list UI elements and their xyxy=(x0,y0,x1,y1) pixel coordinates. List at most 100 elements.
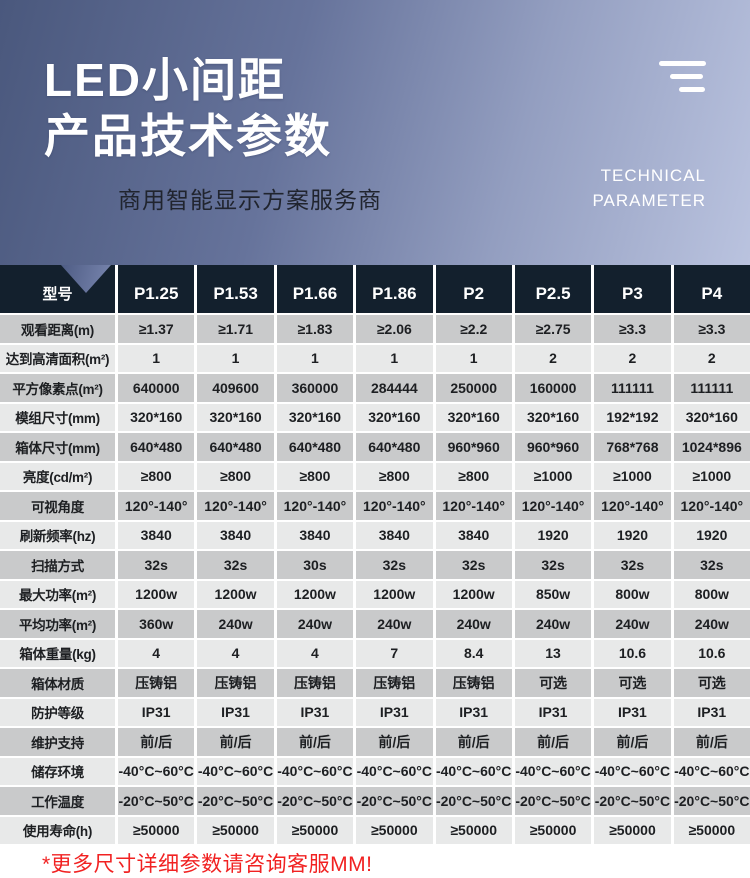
cell-value: 768*768 xyxy=(594,433,671,461)
cell-value: 640*480 xyxy=(356,433,433,461)
cell-value: -20°C~50°C xyxy=(118,787,195,815)
cell-value: 192*192 xyxy=(594,403,671,431)
cell-value: ≥3.3 xyxy=(594,315,671,343)
cell-value: 32s xyxy=(356,551,433,579)
row-label: 工作温度 xyxy=(0,787,115,815)
cell-value: 320*160 xyxy=(673,403,750,431)
cell-value: 1920 xyxy=(514,521,592,549)
cell-value: IP31 xyxy=(594,698,671,726)
cell-value: 压铸铝 xyxy=(435,669,512,697)
cell-value: 前/后 xyxy=(118,728,195,756)
cell-value: ≥50000 xyxy=(435,816,512,844)
cell-value: 可选 xyxy=(594,669,671,697)
cell-value: 160000 xyxy=(514,374,592,402)
cell-value: 前/后 xyxy=(514,728,592,756)
cell-value: 284444 xyxy=(356,374,433,402)
cell-value: 1200w xyxy=(276,580,354,608)
cell-value: 1200w xyxy=(356,580,433,608)
cell-value: ≥3.3 xyxy=(673,315,750,343)
cell-value: 32s xyxy=(118,551,195,579)
cell-value: 240w xyxy=(276,610,354,638)
cell-value: ≥50000 xyxy=(356,816,433,844)
cell-value: 120°-140° xyxy=(594,492,671,520)
cell-value: 前/后 xyxy=(435,728,512,756)
cell-value: ≥50000 xyxy=(514,816,592,844)
cell-value: 111111 xyxy=(673,374,750,402)
cell-value: 32s xyxy=(673,551,750,579)
cell-value: 压铸铝 xyxy=(118,669,195,697)
cell-value: IP31 xyxy=(197,698,274,726)
cell-value: 30s xyxy=(276,551,354,579)
cell-value: 1 xyxy=(356,344,433,372)
cell-value: 800w xyxy=(673,580,750,608)
cell-value: ≥1000 xyxy=(594,462,671,490)
cell-value: 120°-140° xyxy=(673,492,750,520)
hero-banner: LED小间距 产品技术参数 商用智能显示方案服务商 TECHNICAL PARA… xyxy=(0,0,750,265)
cell-value: IP31 xyxy=(435,698,512,726)
tagline-line1: TECHNICAL xyxy=(600,166,706,185)
cell-value: 2 xyxy=(594,344,671,372)
cell-value: 1 xyxy=(276,344,354,372)
cell-value: 10.6 xyxy=(594,639,671,667)
cell-value: 120°-140° xyxy=(118,492,195,520)
column-header-7: P4 xyxy=(673,265,750,313)
cell-value: 640000 xyxy=(118,374,195,402)
cell-value: 409600 xyxy=(197,374,274,402)
cell-value: 压铸铝 xyxy=(276,669,354,697)
cell-value: -40°C~60°C xyxy=(197,757,274,785)
cell-value: 压铸铝 xyxy=(356,669,433,697)
cell-value: 1 xyxy=(118,344,195,372)
cell-value: ≥2.75 xyxy=(514,315,592,343)
page-title: LED小间距 产品技术参数 xyxy=(44,52,332,164)
cell-value: 320*160 xyxy=(514,403,592,431)
cell-value: 前/后 xyxy=(197,728,274,756)
cell-value: -40°C~60°C xyxy=(673,757,750,785)
cell-value: -20°C~50°C xyxy=(673,787,750,815)
cell-value: 32s xyxy=(435,551,512,579)
cell-value: -20°C~50°C xyxy=(594,787,671,815)
row-label: 储存环境 xyxy=(0,757,115,785)
cell-value: 8.4 xyxy=(435,639,512,667)
column-header-2: P1.66 xyxy=(276,265,354,313)
row-label: 扫描方式 xyxy=(0,551,115,579)
cell-value: ≥800 xyxy=(276,462,354,490)
row-label: 刷新频率(hz) xyxy=(0,521,115,549)
cell-value: 800w xyxy=(594,580,671,608)
cell-value: -20°C~50°C xyxy=(435,787,512,815)
cell-value: -20°C~50°C xyxy=(356,787,433,815)
cell-value: 4 xyxy=(276,639,354,667)
cell-value: ≥50000 xyxy=(673,816,750,844)
column-header-0: P1.25 xyxy=(118,265,195,313)
row-label: 最大功率(m²) xyxy=(0,580,115,608)
cell-value: 前/后 xyxy=(276,728,354,756)
cell-value: 3840 xyxy=(435,521,512,549)
cell-value: ≥50000 xyxy=(197,816,274,844)
cell-value: 3840 xyxy=(356,521,433,549)
cell-value: 120°-140° xyxy=(197,492,274,520)
hero-subtitle: 商用智能显示方案服务商 xyxy=(118,187,382,213)
row-label: 使用寿命(h) xyxy=(0,816,115,844)
cell-value: 240w xyxy=(435,610,512,638)
cell-value: ≥800 xyxy=(118,462,195,490)
row-label: 维护支持 xyxy=(0,728,115,756)
tagline: TECHNICAL PARAMETER xyxy=(592,163,706,213)
page-title-line1: LED小间距 xyxy=(44,54,286,106)
cell-value: 850w xyxy=(514,580,592,608)
cell-value: 32s xyxy=(594,551,671,579)
column-header-6: P3 xyxy=(594,265,671,313)
cell-value: 3840 xyxy=(276,521,354,549)
cell-value: 4 xyxy=(197,639,274,667)
cell-value: 240w xyxy=(673,610,750,638)
cell-value: 250000 xyxy=(435,374,512,402)
row-label: 箱体尺寸(mm) xyxy=(0,433,115,461)
cell-value: ≥800 xyxy=(197,462,274,490)
cell-value: 320*160 xyxy=(435,403,512,431)
cell-value: ≥1.37 xyxy=(118,315,195,343)
cell-value: 240w xyxy=(514,610,592,638)
row-label: 箱体材质 xyxy=(0,669,115,697)
menu-line-middle xyxy=(670,74,703,79)
cell-value: 1920 xyxy=(673,521,750,549)
cell-value: 2 xyxy=(514,344,592,372)
cell-value: 4 xyxy=(118,639,195,667)
